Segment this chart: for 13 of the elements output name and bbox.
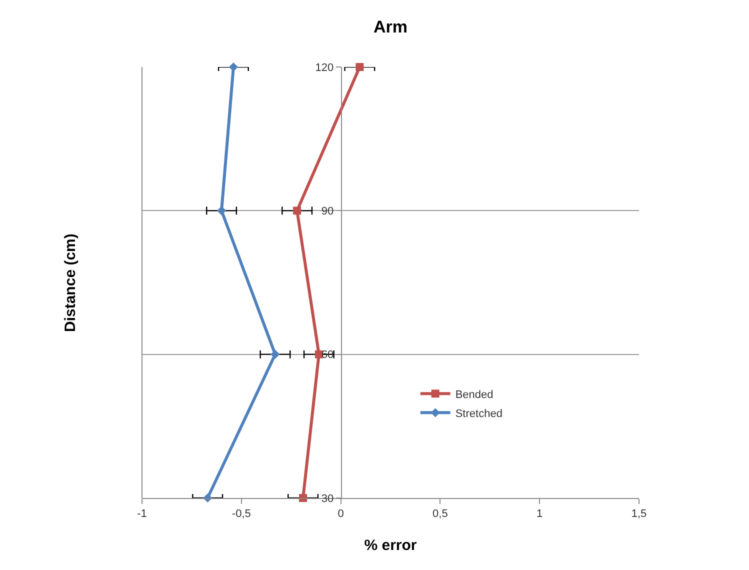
x-tick-label: -0,5 bbox=[232, 508, 251, 520]
x-axis-title: % error bbox=[364, 537, 417, 554]
chart-title: Arm bbox=[373, 17, 408, 36]
legend-label: Stretched bbox=[455, 408, 502, 420]
x-tick-label: 0,5 bbox=[432, 508, 448, 520]
y-tick-label: 120 bbox=[315, 62, 334, 74]
x-tick-label: 1,5 bbox=[631, 508, 647, 520]
x-tick-label: 0 bbox=[338, 508, 344, 520]
y-axis-title: Distance (cm) bbox=[62, 234, 79, 332]
y-tick-label: 90 bbox=[321, 206, 334, 218]
x-tick-label: -1 bbox=[137, 508, 147, 520]
legend-label: Bended bbox=[455, 388, 494, 401]
x-tick-label: 1 bbox=[536, 508, 543, 520]
